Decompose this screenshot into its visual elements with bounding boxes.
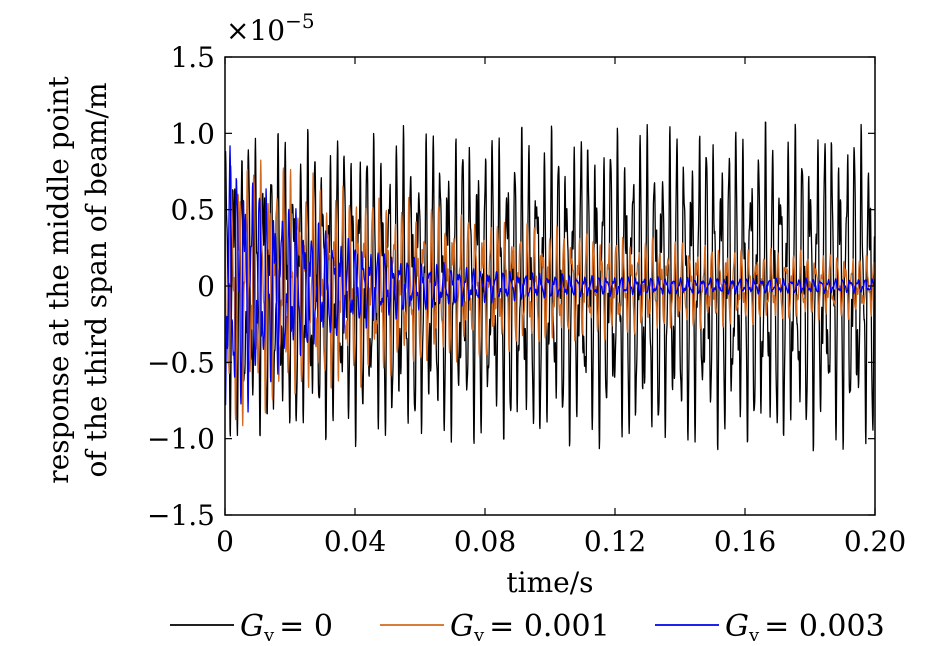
legend-symbol: G: [240, 609, 264, 644]
legend-value: = 0: [279, 609, 333, 644]
x-tick-label: 0.12: [584, 525, 646, 558]
exponent-power: −5: [285, 9, 314, 33]
y-tick-label: 1.0: [170, 117, 215, 150]
series-group: [225, 121, 875, 452]
legend-label-1: Gv = 0.001: [450, 609, 610, 646]
y-tick-label: −1.5: [147, 499, 215, 532]
legend-subscript: v: [748, 625, 760, 646]
y-tick-label: −1.0: [147, 423, 215, 456]
legend: Gv = 0 Gv = 0.001 Gv = 0.003: [170, 609, 885, 646]
legend-subscript: v: [263, 625, 275, 646]
legend-value: = 0.001: [489, 609, 610, 644]
x-tick-label: 0.20: [844, 525, 906, 558]
x-axis-title: time/s: [506, 566, 593, 599]
series-line-0: [225, 121, 875, 452]
series-line-2: [225, 145, 875, 413]
legend-subscript: v: [473, 625, 485, 646]
y-tick-label: 0.5: [170, 194, 215, 227]
y-tick-label: 1.5: [170, 41, 215, 74]
x-tick-label: 0.04: [324, 525, 386, 558]
x-tick-label: 0.16: [714, 525, 776, 558]
legend-value: = 0.003: [764, 609, 885, 644]
y-axis-title-line2: of the third span of beam/m: [80, 82, 113, 477]
x-tick-label: 0: [216, 525, 234, 558]
exponent-label: ×10−5: [226, 9, 315, 47]
exponent-base: ×10: [226, 14, 285, 47]
y-tick-label: 0: [197, 270, 215, 303]
legend-symbol: G: [450, 609, 474, 644]
x-axis: 0 0.04 0.08 0.12 0.16 0.20: [216, 57, 906, 558]
legend-label-2: Gv = 0.003: [725, 609, 885, 646]
legend-symbol: G: [725, 609, 749, 644]
y-axis-title-line1: response at the middle point: [42, 76, 75, 484]
legend-label-0: Gv = 0: [240, 609, 333, 646]
x-tick-label: 0.08: [454, 525, 516, 558]
plot-area: [224, 56, 876, 516]
y-tick-label: −0.5: [147, 346, 215, 379]
y-axis: 1.5 1.0 0.5 0 −0.5 −1.0 −1.5: [147, 41, 875, 532]
